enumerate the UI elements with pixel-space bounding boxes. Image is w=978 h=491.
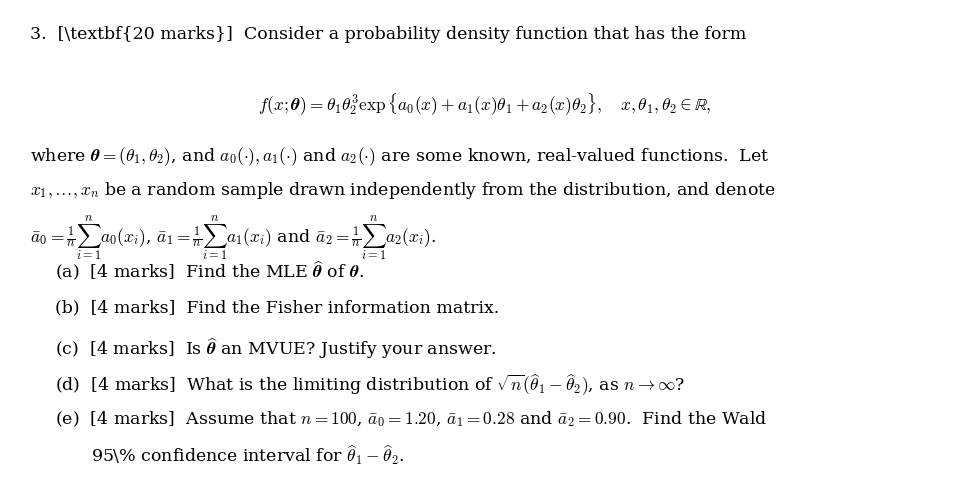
Text: 3.  [\textbf{20 marks}]  Consider a probability density function that has the fo: 3. [\textbf{20 marks}] Consider a probab… xyxy=(30,26,746,43)
Text: (b)  [4 marks]  Find the Fisher information matrix.: (b) [4 marks] Find the Fisher informatio… xyxy=(55,299,498,316)
Text: (c)  [4 marks]  Is $\widehat{\boldsymbol{\theta}}$ an MVUE? Justify your answer.: (c) [4 marks] Is $\widehat{\boldsymbol{\… xyxy=(55,336,496,361)
Text: where $\boldsymbol{\theta} = (\theta_1, \theta_2)$, and $a_0(\cdot), a_1(\cdot)$: where $\boldsymbol{\theta} = (\theta_1, … xyxy=(30,145,769,168)
Text: $f(x; \boldsymbol{\theta}) = \theta_1 \theta_2^3 \exp\{a_0(x) + a_1(x)\theta_1 +: $f(x; \boldsymbol{\theta}) = \theta_1 \t… xyxy=(257,92,711,118)
Text: (a)  [4 marks]  Find the MLE $\widehat{\boldsymbol{\theta}}$ of $\boldsymbol{\th: (a) [4 marks] Find the MLE $\widehat{\bo… xyxy=(55,260,363,283)
Text: (e)  [4 marks]  Assume that $n = 100$, $\bar{a}_0 = 1.20$, $\bar{a}_1 = 0.28$ an: (e) [4 marks] Assume that $n = 100$, $\b… xyxy=(55,409,766,429)
Text: (d)  [4 marks]  What is the limiting distribution of $\sqrt{n}(\widehat{\theta}_: (d) [4 marks] What is the limiting distr… xyxy=(55,373,685,398)
Text: $x_1, \ldots, x_n$ be a random sample drawn independently from the distribution,: $x_1, \ldots, x_n$ be a random sample dr… xyxy=(30,180,776,201)
Text: 95\% confidence interval for $\widehat{\theta}_1 - \widehat{\theta}_2$.: 95\% confidence interval for $\widehat{\… xyxy=(91,443,404,467)
Text: $\bar{a}_0 = \frac{1}{n}\sum_{i=1}^{n} a_0(x_i)$, $\bar{a}_1 = \frac{1}{n}\sum_{: $\bar{a}_0 = \frac{1}{n}\sum_{i=1}^{n} a… xyxy=(30,214,436,263)
